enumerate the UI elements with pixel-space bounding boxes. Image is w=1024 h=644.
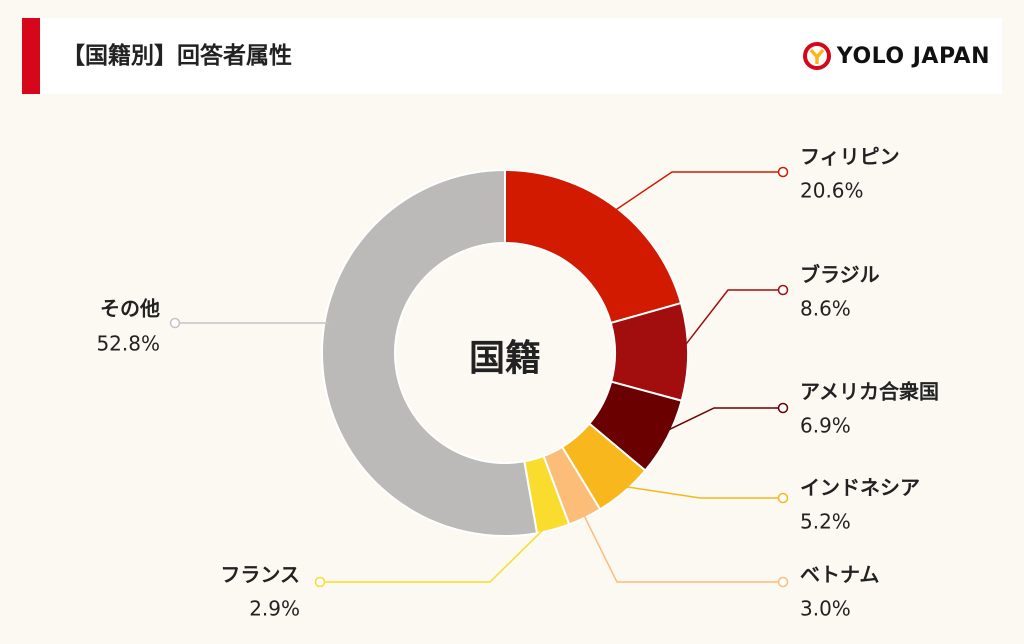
slice-label-4: ベトナム [800,563,879,587]
slice-6 [321,168,539,537]
leader-line-5 [320,521,552,583]
slice-label-6: その他 [100,297,160,321]
slice-value-6: 52.8% [96,332,160,356]
leader-dot-0 [777,166,789,178]
header-bar: 【国籍別】回答者属性 YOLO JAPAN [22,18,1002,94]
leader-dot-2 [777,402,789,414]
header-accent-bar [22,18,40,94]
chart-center-label: 国籍 [469,338,541,379]
slice-label-0: フィリピン [800,145,900,169]
slice-value-2: 6.9% [800,414,851,438]
leader-dot-6 [169,317,181,329]
brand-logo: YOLO JAPAN [802,40,990,72]
leader-line-2 [659,407,783,435]
slice-label-5: フランス [220,563,300,587]
slice-value-4: 3.0% [800,597,851,621]
logo-text: YOLO JAPAN [836,43,990,69]
yolo-japan-logo-icon [802,42,831,70]
slice-label-3: インドネシア [800,476,920,500]
slice-value-5: 2.9% [249,597,300,621]
slice-value-1: 8.6% [800,297,851,321]
slice-label-1: ブラジル [800,263,880,287]
leader-line-3 [618,484,783,499]
leader-line-0 [610,171,783,215]
slice-0 [504,168,683,325]
leader-line-1 [679,289,783,353]
leader-dot-5 [314,576,326,588]
leader-dot-3 [777,492,789,504]
slice-value-0: 20.6% [800,179,864,203]
slice-value-3: 5.2% [800,510,851,534]
leader-dot-1 [777,284,789,296]
page-title: 【国籍別】回答者属性 [62,43,292,69]
leader-line-4 [580,510,783,583]
slice-label-2: アメリカ合衆国 [800,380,939,404]
leader-dot-4 [777,576,789,588]
